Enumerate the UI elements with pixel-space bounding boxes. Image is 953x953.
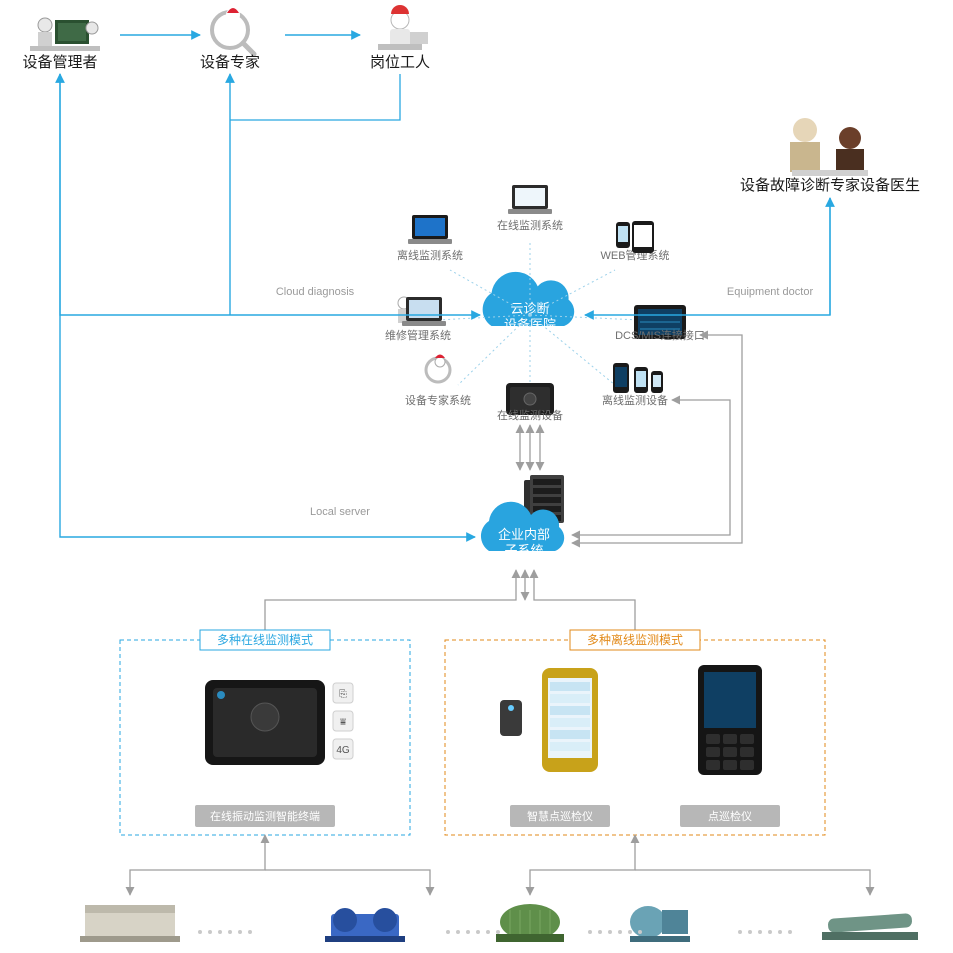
online-mon-sys-label: 在线监测系统 (497, 218, 563, 232)
ellipsis-dots (618, 930, 622, 934)
mgr-to-hub (60, 74, 480, 315)
local-cloud-line1: 企业内部 (498, 527, 550, 542)
ellipsis-dots (638, 930, 642, 934)
offline-mon-sys-label: 离线监测系统 (397, 248, 463, 262)
ellipsis-dots (758, 930, 762, 934)
ellipsis-dots (628, 930, 632, 934)
ellipsis-dots (608, 930, 612, 934)
ellipsis-dots (486, 930, 490, 934)
ellipsis-dots (738, 930, 742, 934)
svg-text:4G: 4G (336, 745, 350, 756)
ellipsis-dots (248, 930, 252, 934)
ellipsis-dots (768, 930, 772, 934)
ellipsis-dots (446, 930, 450, 934)
smart-inspector-label: 智慧点巡检仪 (527, 809, 593, 823)
online-mon-dev-label: 在线监测设备 (497, 408, 563, 422)
mach5 (822, 913, 918, 940)
ellipsis-dots (496, 930, 500, 934)
post-worker: 岗位工人 (370, 5, 430, 71)
ellipsis-dots (778, 930, 782, 934)
local-server-label: Local server (310, 506, 370, 518)
mach2 (325, 908, 405, 942)
ellipsis-dots (218, 930, 222, 934)
svg-text:⩸: ⩸ (340, 717, 346, 728)
ellipsis-dots (748, 930, 752, 934)
device-manager: 设备管理者 (22, 18, 100, 71)
phone-icon (651, 371, 663, 393)
offline-mon-dev-label: 离线监测设备 (602, 393, 668, 407)
ellipsis-dots (238, 930, 242, 934)
hub-label-right: Equipment doctor (727, 286, 814, 298)
ellipsis-dots (198, 930, 202, 934)
expert-sys-label: 设备专家系统 (405, 393, 471, 407)
hub-label-left: Cloud diagnosis (276, 286, 355, 298)
offline-to-mach (530, 835, 635, 895)
maint-mgmt-label: 维修管理系统 (385, 328, 451, 342)
vib-terminal-label: 在线振动监测智能终端 (210, 809, 320, 823)
ellipsis-dots (598, 930, 602, 934)
dcs-mis: DCS/MIS连接接口 (615, 305, 705, 342)
post-worker-label: 岗位工人 (370, 54, 430, 71)
mach1 (80, 905, 180, 942)
laptop-icon (408, 215, 452, 244)
phone-icon (616, 222, 630, 248)
mach3 (496, 904, 564, 942)
local-cloud-line2: 子系统 (504, 543, 543, 558)
online-group-title: 多种在线监测模式 (217, 633, 313, 647)
device-expert: 设备专家 (200, 8, 260, 71)
phone-icon (613, 363, 629, 393)
expert-doctor-label: 设备故障诊断专家设备医生 (740, 176, 920, 194)
ellipsis-dots (208, 930, 212, 934)
online-to-mach (130, 835, 265, 895)
offline-mon-dev: 离线监测设备 (602, 393, 668, 407)
mgr-to-local (60, 315, 475, 537)
hub-cloud-line2: 设备医院 (504, 317, 556, 332)
ellipsis-dots (456, 930, 460, 934)
ellipsis-dots (588, 930, 592, 934)
offline-mon-sys: 离线监测系统 (397, 248, 463, 262)
dcs-mis-label: DCS/MIS连接接口 (615, 329, 705, 342)
ellipsis-dots (228, 930, 232, 934)
device-manager-label: 设备管理者 (22, 54, 97, 71)
ellipsis-dots (788, 930, 792, 934)
phone-icon (634, 367, 648, 393)
expert-doctor: 设备故障诊断专家设备医生 (740, 118, 920, 194)
ellipsis-dots (476, 930, 480, 934)
mach4 (630, 906, 690, 942)
expert-sys: 设备专家系统 (405, 355, 471, 408)
device-expert-label: 设备专家 (200, 54, 260, 71)
online-mon-dev: 在线监测设备 (497, 383, 563, 422)
offlinedev-to-local (572, 400, 730, 535)
phone-icon (632, 221, 654, 253)
spoke-line (530, 315, 615, 385)
laptop-icon (508, 185, 552, 214)
svg-text:⎘: ⎘ (339, 689, 347, 700)
worker-join (230, 74, 400, 120)
ellipsis-dots (466, 930, 470, 934)
offline-group-title: 多种离线监测模式 (587, 632, 683, 647)
spot-inspector-label: 点巡检仪 (708, 809, 752, 823)
dcs-to-local (572, 335, 742, 543)
laptop-icon (402, 297, 446, 326)
